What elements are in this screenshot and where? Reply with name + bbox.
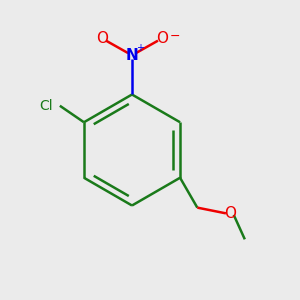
Text: N: N bbox=[126, 48, 138, 63]
Text: O: O bbox=[156, 31, 168, 46]
Text: Cl: Cl bbox=[39, 99, 53, 113]
Text: −: − bbox=[169, 30, 180, 43]
Text: +: + bbox=[136, 43, 144, 53]
Text: O: O bbox=[96, 31, 108, 46]
Text: O: O bbox=[224, 206, 236, 221]
